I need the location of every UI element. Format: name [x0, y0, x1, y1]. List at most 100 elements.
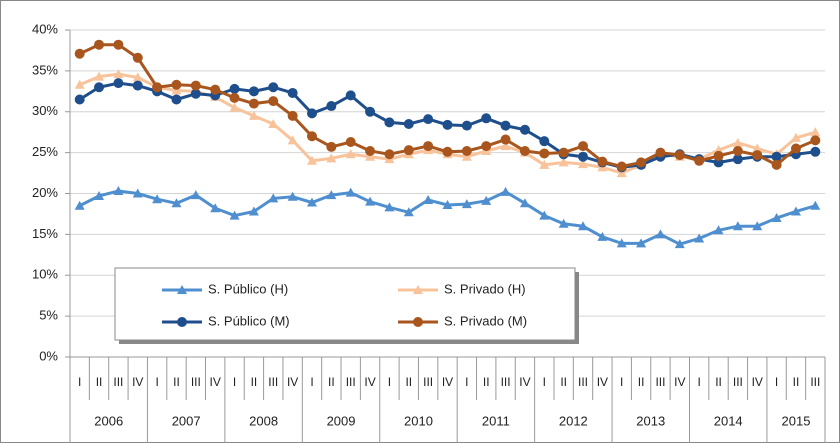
- x-tick-label: III: [655, 375, 665, 389]
- y-tick-label: 30%: [32, 103, 58, 118]
- point: [674, 150, 685, 161]
- x-tick-label: I: [388, 375, 391, 389]
- point: [674, 239, 685, 249]
- point: [500, 186, 511, 196]
- point: [578, 159, 589, 169]
- point: [113, 186, 124, 196]
- x-tick-label: I: [775, 375, 778, 389]
- point: [732, 221, 743, 231]
- point: [732, 145, 743, 156]
- point: [113, 69, 124, 79]
- point: [365, 196, 376, 206]
- point: [519, 198, 530, 208]
- point: [423, 114, 434, 125]
- x-tick-label: III: [578, 375, 588, 389]
- point: [345, 149, 356, 159]
- point: [481, 195, 492, 205]
- point: [597, 156, 608, 167]
- point: [326, 141, 337, 152]
- x-tick-label: IV: [442, 375, 453, 389]
- point: [268, 82, 279, 93]
- point: [152, 82, 163, 93]
- point: [713, 225, 724, 235]
- point: [461, 199, 472, 209]
- point: [732, 154, 743, 165]
- point: [442, 146, 453, 157]
- point: [481, 141, 492, 152]
- point: [345, 187, 356, 197]
- y-tick-label: 10%: [32, 267, 58, 282]
- group-label: 2013: [636, 413, 665, 428]
- point: [519, 145, 530, 156]
- point: [461, 120, 472, 131]
- legend-label: S. Privado (M): [444, 313, 527, 328]
- point: [616, 161, 627, 172]
- point: [113, 78, 124, 89]
- point: [132, 72, 143, 82]
- point: [752, 150, 763, 161]
- x-tick-label: I: [465, 375, 468, 389]
- point: [500, 141, 511, 151]
- point: [636, 238, 647, 248]
- group-label: 2011: [482, 413, 510, 428]
- x-tick-label: II: [560, 375, 567, 389]
- point: [519, 124, 530, 135]
- point: [771, 213, 782, 223]
- y-tick-label: 0%: [39, 348, 58, 363]
- point: [403, 207, 414, 217]
- point: [810, 200, 821, 210]
- y-tick-label: 15%: [32, 226, 58, 241]
- x-tick-label: IV: [597, 375, 608, 389]
- point: [539, 159, 550, 169]
- point: [94, 71, 105, 81]
- point: [461, 145, 472, 156]
- point: [578, 221, 589, 231]
- point: [384, 117, 395, 128]
- legend-label: S. Público (H): [208, 281, 288, 296]
- point: [790, 206, 801, 216]
- x-tick-label: II: [793, 375, 800, 389]
- point: [771, 151, 782, 162]
- x-tick-label: I: [310, 375, 313, 389]
- point: [74, 94, 85, 105]
- point: [365, 151, 376, 161]
- point: [229, 210, 240, 220]
- group-label: 2014: [714, 413, 743, 428]
- point: [384, 202, 395, 212]
- x-tick-label: III: [113, 375, 123, 389]
- point: [810, 146, 821, 157]
- legend-box: [114, 267, 576, 341]
- point: [558, 218, 569, 228]
- x-tick-label: III: [501, 375, 511, 389]
- point: [326, 153, 337, 163]
- x-tick-label: II: [483, 375, 490, 389]
- x-tick-label: III: [810, 375, 820, 389]
- point: [790, 143, 801, 154]
- x-tick-label: I: [78, 375, 81, 389]
- group-label: 2008: [249, 413, 278, 428]
- point: [539, 136, 550, 147]
- point: [74, 48, 85, 59]
- point: [636, 157, 647, 168]
- group-label: 2009: [327, 413, 356, 428]
- point: [306, 155, 317, 165]
- x-tick-label: I: [697, 375, 700, 389]
- y-tick-label: 25%: [32, 144, 58, 159]
- point: [248, 98, 259, 109]
- legend-label: S. Privado (H): [444, 281, 526, 296]
- x-tick-label: II: [405, 375, 412, 389]
- point: [287, 191, 298, 201]
- point: [345, 136, 356, 147]
- x-tick-label: I: [620, 375, 623, 389]
- point: [287, 110, 298, 121]
- x-tick-label: II: [638, 375, 645, 389]
- x-tick-label: IV: [132, 375, 143, 389]
- point: [655, 229, 666, 239]
- point: [94, 190, 105, 200]
- y-tick-label: 35%: [32, 62, 58, 77]
- x-tick-label: III: [268, 375, 278, 389]
- point: [306, 108, 317, 119]
- x-tick-label: III: [423, 375, 433, 389]
- point: [481, 113, 492, 124]
- x-tick-label: III: [191, 375, 201, 389]
